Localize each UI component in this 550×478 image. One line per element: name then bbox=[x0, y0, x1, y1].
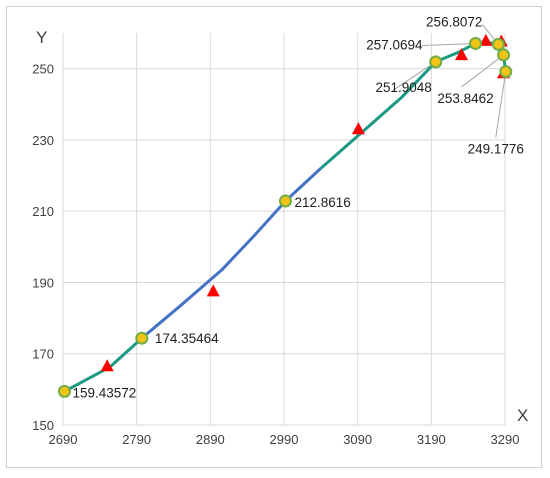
triangle-marker bbox=[351, 122, 365, 135]
circle-marker bbox=[497, 48, 511, 62]
y-tick-label: 210 bbox=[32, 204, 54, 219]
data-label: 159.43572 bbox=[72, 385, 136, 400]
circle-marker bbox=[499, 65, 513, 79]
triangle-marker bbox=[100, 359, 114, 372]
circle-markers bbox=[57, 36, 513, 398]
circle-marker bbox=[469, 36, 483, 50]
circle-marker bbox=[135, 331, 149, 345]
data-label-leader bbox=[422, 42, 476, 46]
y-tick-label: 150 bbox=[32, 418, 54, 433]
data-label-leader bbox=[461, 54, 504, 88]
circle-marker bbox=[57, 384, 71, 398]
circle-marker bbox=[491, 37, 505, 51]
x-tick-label: 2990 bbox=[270, 432, 299, 447]
x-tick-labels: 2690 2790 2890 2990 3090 3190 3290 bbox=[49, 432, 520, 447]
triangle-marker bbox=[455, 48, 469, 61]
leader-lines bbox=[390, 24, 507, 138]
y-tick-label: 170 bbox=[32, 347, 54, 362]
x-tick-label: 2690 bbox=[49, 432, 78, 447]
x-tick-label: 3190 bbox=[417, 432, 446, 447]
x-tick-label: 3090 bbox=[343, 432, 372, 447]
series-line-lower bbox=[63, 337, 143, 393]
x-tick-label: 2790 bbox=[122, 432, 151, 447]
gridlines bbox=[62, 33, 506, 426]
y-tick-label: 190 bbox=[32, 275, 54, 290]
data-label: 253.8462 bbox=[437, 91, 493, 106]
data-labels: 159.43572 174.35464 212.8616 251.9048 257.06… bbox=[72, 14, 523, 400]
x-axis-title: X bbox=[517, 406, 528, 425]
triangle-marker bbox=[206, 284, 220, 297]
chart-frame bbox=[6, 6, 542, 468]
data-label: 257.0694 bbox=[366, 37, 423, 52]
data-label-leader bbox=[495, 71, 507, 138]
y-tick-label: 250 bbox=[32, 62, 54, 77]
data-label: 174.35464 bbox=[155, 331, 219, 346]
x-tick-label: 2890 bbox=[196, 432, 225, 447]
triangle-marker bbox=[479, 33, 493, 46]
x-tick-label: 3290 bbox=[491, 432, 520, 447]
data-label: 251.9048 bbox=[375, 80, 431, 95]
y-axis-title: Y bbox=[36, 28, 47, 47]
data-label: 249.1776 bbox=[468, 142, 524, 157]
circle-marker bbox=[278, 194, 292, 208]
circle-marker bbox=[429, 55, 443, 69]
data-label: 212.8616 bbox=[294, 195, 350, 210]
data-label: 256.8072 bbox=[426, 14, 482, 29]
y-tick-label: 230 bbox=[32, 133, 54, 148]
data-label-leader bbox=[390, 61, 437, 93]
y-tick-labels: 150 170 190 210 230 250 bbox=[32, 62, 54, 433]
series-line-middle bbox=[140, 167, 322, 340]
